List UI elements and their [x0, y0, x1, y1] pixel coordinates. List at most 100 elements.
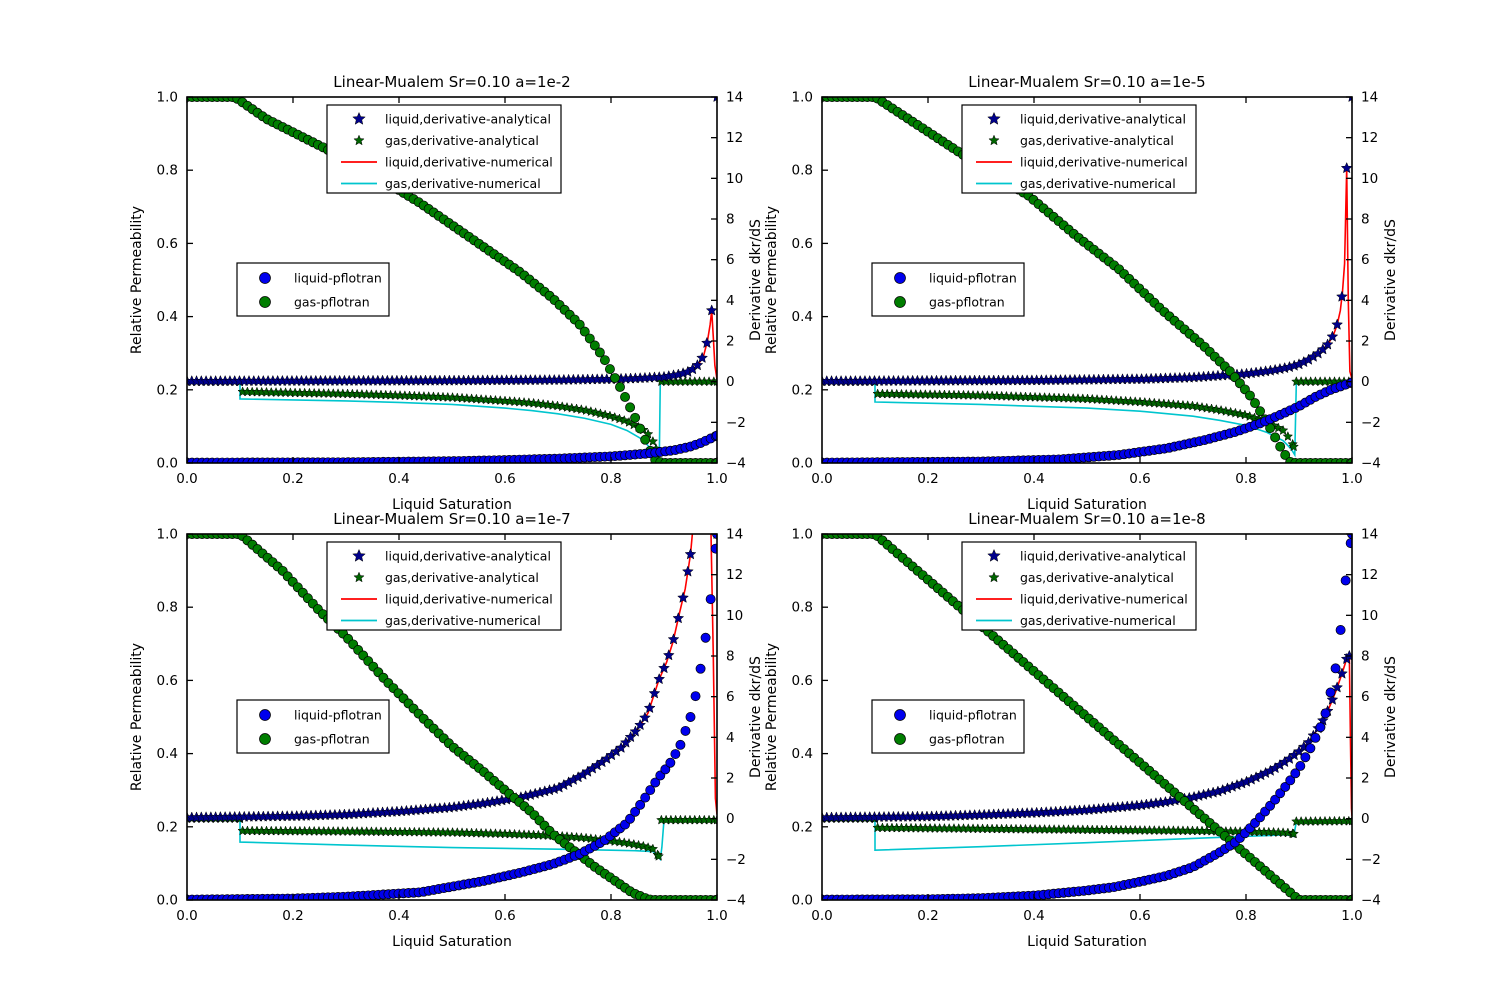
liquid-pflotran-marker: [670, 749, 681, 760]
y-left-tick-label: 0.2: [792, 382, 813, 398]
y-right-tick-label: 6: [1361, 689, 1370, 705]
subplot-title: Linear-Mualem Sr=0.10 a=1e-7: [333, 510, 570, 528]
x-tick-label: 0.4: [388, 471, 409, 487]
liquid-pflotran-marker: [645, 785, 656, 796]
y-left-tick-label: 0.8: [157, 600, 178, 616]
liquid,derivative-analytical-marker: [1326, 693, 1339, 705]
axes-frame: [821, 533, 1353, 901]
liquid-pflotran-marker: [1310, 732, 1321, 743]
liquid,derivative-analytical-marker: [696, 351, 709, 364]
x-tick-label: 0.4: [388, 908, 409, 924]
y-left-axis-label: Relative Permeability: [129, 206, 145, 354]
legend-item-label: liquid-pflotran: [294, 708, 382, 723]
y-left-tick-label: 0.2: [157, 382, 178, 398]
liquid,derivative-analytical-marker: [1348, 97, 1352, 103]
liquid-pflotran-marker: [1290, 768, 1301, 779]
liquid-pflotran-marker: [712, 430, 717, 441]
liquid-derivative-star-icon: [352, 111, 366, 125]
x-tick-label: 0.8: [600, 471, 621, 487]
gas-pflotran-marker: [594, 347, 605, 358]
gas-pflotran-marker: [584, 333, 595, 344]
legend-item-label: gas-pflotran: [294, 732, 370, 747]
x-tick-label: 0.8: [1235, 471, 1256, 487]
y-left-tick-label: 0.2: [157, 819, 178, 835]
liquid-pflotran-marker: [1320, 708, 1331, 719]
y-right-tick-label: −4: [1361, 456, 1381, 472]
y-left-axis-label: Relative Permeability: [129, 643, 145, 791]
subplot-title: Linear-Mualem Sr=0.10 a=1e-8: [968, 510, 1205, 528]
liquid,derivative-analytical-marker: [658, 661, 670, 674]
subplot-3-series: [822, 534, 1352, 900]
gas-pflotran-marker: [630, 412, 641, 423]
gas-pflotran-marker: [635, 423, 646, 434]
liquid-pflotran-marker: [685, 712, 696, 722]
x-tick-label: 0.4: [1023, 908, 1044, 924]
y-right-tick-label: 10: [726, 171, 743, 187]
liquid-derivative-star-icon: [987, 548, 1001, 562]
y-left-tick-label: 0.0: [792, 893, 813, 909]
y-left-tick-label: 0.4: [157, 746, 178, 762]
liquid-derivative-star-icon: [987, 111, 1001, 125]
gas-pflotran-circle-icon: [259, 733, 271, 745]
liquid,derivative-analytical-marker: [705, 304, 717, 316]
y-right-tick-label: 12: [1361, 130, 1378, 146]
series-gas-derivative-numerical: [187, 817, 717, 862]
gas-pflotran-marker: [589, 340, 600, 351]
y-right-tick-label: −4: [726, 456, 746, 472]
gas,derivative-analytical-marker: [1277, 424, 1289, 435]
liquid-pflotran-marker: [650, 777, 661, 788]
liquid,derivative-analytical-marker: [648, 687, 661, 699]
y-right-tick-label: 0: [1361, 811, 1370, 827]
axes-frame: [186, 96, 718, 464]
y-right-tick-label: 8: [1361, 649, 1370, 665]
x-tick-label: 0.0: [811, 908, 832, 924]
y-left-tick-label: 1.0: [157, 90, 178, 106]
y-right-tick-label: −2: [1361, 415, 1381, 431]
x-tick-label: 0.2: [282, 471, 303, 487]
legend-item-label: liquid-pflotran: [929, 708, 1017, 723]
gas-pflotran-marker: [1270, 432, 1281, 443]
x-tick-label: 0.6: [494, 908, 515, 924]
liquid,derivative-analytical-marker: [1326, 330, 1339, 342]
y-right-axis-label: Derivative dkr/dS: [1383, 656, 1399, 778]
axes-frame: [186, 533, 718, 901]
y-right-tick-label: −2: [726, 415, 746, 431]
gas-pflotran-marker: [599, 355, 610, 366]
y-left-tick-label: 0.8: [792, 600, 813, 616]
y-right-tick-label: 6: [726, 689, 735, 705]
subplot-1-series: [822, 97, 1352, 463]
legend-item-label: gas,derivative-numerical: [385, 613, 541, 628]
gas-pflotran-marker: [620, 391, 630, 402]
y-right-tick-label: 10: [726, 608, 743, 624]
y-left-tick-label: 1.0: [792, 90, 813, 106]
x-tick-label: 0.8: [600, 908, 621, 924]
y-left-tick-label: 0.4: [792, 746, 813, 762]
liquid-pflotran-marker: [640, 792, 651, 803]
y-right-axis-label: Derivative dkr/dS: [1383, 219, 1399, 341]
legend-item-label: liquid,derivative-analytical: [1020, 549, 1186, 564]
gas-pflotran-marker: [1250, 398, 1260, 409]
x-tick-label: 0.0: [176, 471, 197, 487]
x-tick-label: 0.2: [282, 908, 303, 924]
liquid-pflotran-marker: [680, 725, 691, 736]
liquid-pflotran-marker: [1340, 575, 1351, 586]
legend-item-label: liquid,derivative-numerical: [385, 155, 553, 170]
legend-item-label: liquid,derivative-numerical: [1020, 592, 1188, 607]
y-left-tick-label: 0.6: [792, 673, 813, 689]
liquid-pflotran-marker: [625, 813, 636, 824]
y-left-tick-label: 0.4: [157, 309, 178, 325]
y-right-tick-label: 14: [726, 90, 743, 106]
y-right-tick-label: 2: [1361, 334, 1370, 350]
legend-item-label: liquid,derivative-analytical: [385, 112, 551, 127]
y-left-tick-label: 0.4: [792, 309, 813, 325]
liquid-pflotran-marker: [1295, 761, 1306, 771]
gas-pflotran-marker: [1245, 390, 1255, 401]
gas-pflotran-marker: [640, 434, 651, 445]
subplot-title: Linear-Mualem Sr=0.10 a=1e-2: [333, 73, 570, 91]
gas-pflotran-circle-icon: [259, 296, 271, 308]
liquid-pflotran-marker: [1347, 377, 1352, 388]
y-right-tick-label: 8: [726, 649, 735, 665]
liquid-pflotran-marker: [700, 632, 711, 643]
liquid,derivative-analytical-marker: [615, 741, 628, 753]
x-tick-label: 1.0: [1341, 471, 1362, 487]
